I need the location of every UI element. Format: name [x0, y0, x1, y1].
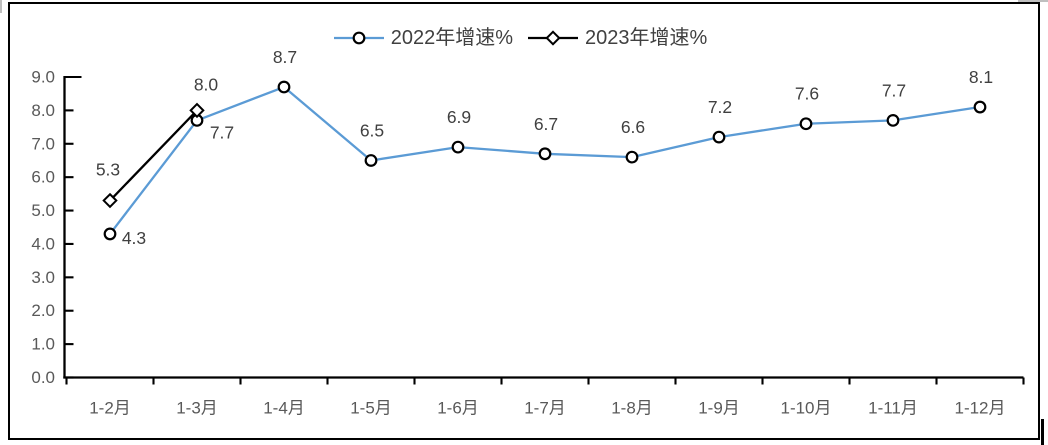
data-point-circle — [538, 147, 552, 161]
x-tick-label: 1-7月 — [524, 399, 566, 418]
data-label: 8.7 — [273, 47, 297, 67]
y-tick-label: 0.0 — [31, 368, 55, 387]
data-label: 8.1 — [969, 67, 993, 87]
data-label: 6.6 — [621, 117, 645, 137]
y-tick-label: 1.0 — [31, 335, 55, 354]
gridline-remnant-topleft — [0, 0, 2, 13]
data-point-circle — [712, 130, 726, 144]
y-tick-label: 2.0 — [31, 301, 55, 320]
y-tick-label: 7.0 — [31, 134, 55, 153]
x-tick-label: 1-9月 — [698, 399, 740, 418]
legend-item-2023[interactable]: 2023年增速% — [527, 28, 707, 48]
data-label: 6.9 — [447, 107, 471, 127]
legend-label-2022: 2022年增速% — [390, 27, 513, 49]
data-label: 7.2 — [708, 97, 732, 117]
y-tick-label: 3.0 — [31, 268, 55, 287]
data-label: 5.3 — [96, 160, 120, 180]
data-point-circle — [364, 154, 378, 167]
chart-legend: 2022年增速% 2023年增速% — [0, 24, 1040, 52]
data-label: 4.3 — [122, 228, 146, 248]
x-tick-label: 1-11月 — [868, 399, 918, 418]
data-label: 7.7 — [210, 122, 234, 142]
y-tick-label: 9.0 — [31, 68, 55, 87]
gridline-remnant-topright — [1018, 0, 1048, 2]
legend-label-2023: 2023年增速% — [585, 27, 708, 49]
series-line-2023 — [109, 109, 198, 202]
x-tick-label: 1-8月 — [611, 399, 653, 418]
text-cursor-mark — [1041, 419, 1044, 445]
x-tick-label: 1-5月 — [350, 399, 392, 418]
x-tick-label: 1-2月 — [89, 399, 131, 418]
data-point-circle — [103, 227, 117, 241]
x-tick-label: 1-4月 — [263, 399, 305, 418]
data-label: 7.7 — [882, 80, 906, 100]
x-tick-label: 1-3月 — [176, 399, 218, 418]
y-tick-label: 4.0 — [31, 234, 55, 253]
legend-item-2022[interactable]: 2022年增速% — [333, 28, 513, 48]
data-label: 7.6 — [795, 84, 819, 104]
y-tick-label: 6.0 — [31, 168, 55, 187]
data-label: 6.5 — [360, 120, 384, 140]
data-point-circle — [886, 114, 900, 127]
data-point-diamond — [102, 192, 118, 209]
data-point-diamond — [189, 102, 205, 119]
legend-swatch-2023-line-diamond-icon — [528, 30, 578, 46]
data-point-circle — [973, 100, 987, 114]
data-label: 6.7 — [534, 114, 558, 134]
legend-swatch-2022-line-circle-icon — [333, 31, 384, 45]
series-line-2022 — [109, 85, 981, 235]
data-point-circle — [625, 150, 639, 164]
data-point-circle — [277, 80, 291, 94]
x-tick-label: 1-10月 — [780, 399, 831, 418]
y-tick-label: 5.0 — [31, 201, 55, 220]
data-point-circle — [451, 140, 465, 154]
y-tick-label: 8.0 — [31, 101, 55, 120]
x-tick-label: 1-12月 — [954, 399, 1005, 418]
x-tick-label: 1-6月 — [437, 399, 479, 418]
data-label: 8.0 — [194, 74, 219, 94]
chart-frame[interactable] — [8, 2, 1040, 440]
data-point-circle — [799, 117, 813, 131]
